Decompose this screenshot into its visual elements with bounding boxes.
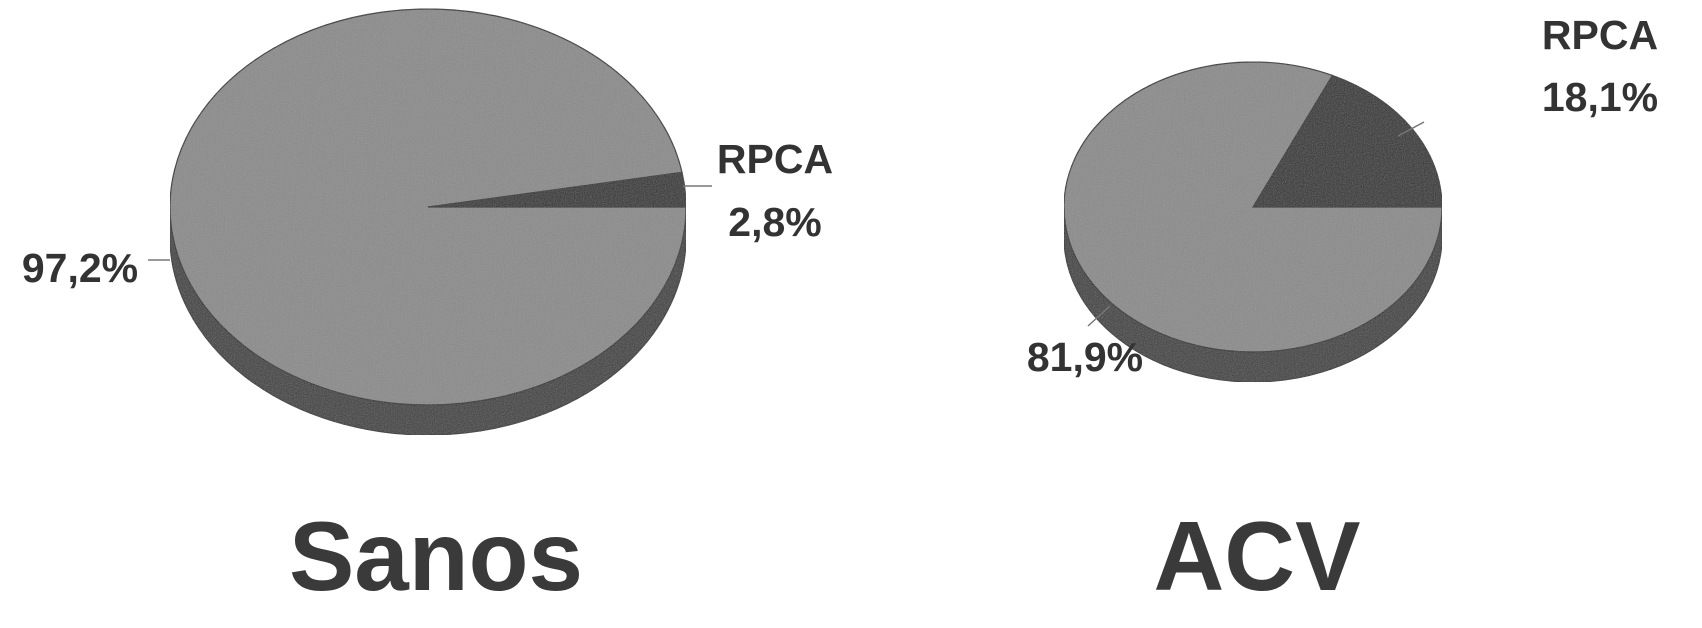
pie-sanos-leaders <box>148 185 712 261</box>
pie-acv-slice-label-rpca-value: 18,1% <box>1542 74 1658 120</box>
pie-acv: RPCA 18,1% 81,9% ACV <box>1027 12 1658 611</box>
pie-sanos: RPCA 2,8% 97,2% Sanos <box>22 8 833 611</box>
pie-acv-slice-label-rpca-name: RPCA <box>1542 12 1658 58</box>
pie-sanos-title: Sanos <box>289 501 583 611</box>
pie-acv-leaders <box>1087 121 1425 327</box>
pie-acv-slice-label-other-value: 81,9% <box>1027 334 1143 380</box>
pie-acv-leader-line-1 <box>1087 305 1111 327</box>
pie-sanos-slice-other <box>169 8 687 406</box>
pie-sanos-slice-label-rpca-value: 2,8% <box>728 199 821 245</box>
pie-sanos-slice-label-rpca-name: RPCA <box>717 136 833 182</box>
pie-acv-body <box>1063 61 1443 383</box>
pie-acv-leader-line-0 <box>1397 121 1425 137</box>
pie-acv-title: ACV <box>1154 501 1361 611</box>
pie-sanos-slice-label-other-value: 97,2% <box>22 245 138 291</box>
pie-acv-slice-other <box>1063 61 1443 353</box>
pie-sanos-body <box>169 8 687 436</box>
